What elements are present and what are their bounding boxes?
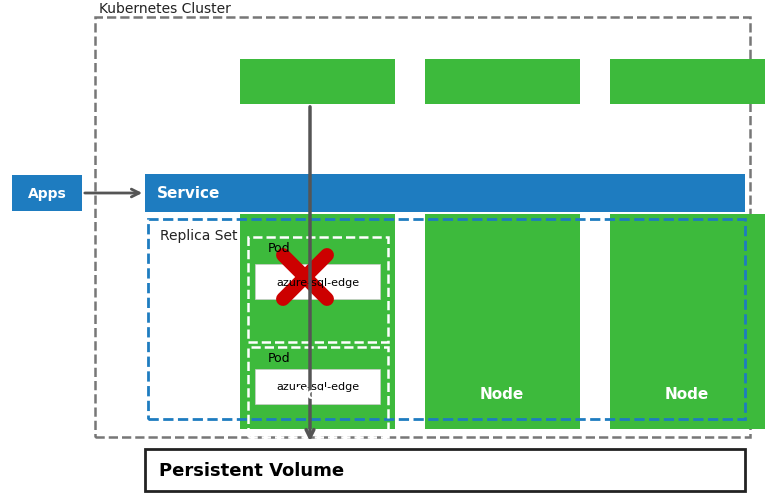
Bar bbox=[148, 219, 745, 419]
Bar bbox=[425, 60, 580, 105]
Bar bbox=[240, 60, 395, 105]
Text: Pod: Pod bbox=[268, 241, 291, 255]
Text: Replica Set: Replica Set bbox=[160, 228, 237, 242]
Text: Apps: Apps bbox=[28, 187, 67, 200]
Bar bbox=[610, 214, 765, 429]
Bar bbox=[248, 237, 388, 342]
Text: azure-sql-edge: azure-sql-edge bbox=[276, 382, 359, 392]
Text: Service: Service bbox=[157, 186, 220, 201]
Text: Kubernetes Cluster: Kubernetes Cluster bbox=[99, 2, 231, 16]
Text: azure-sql-edge: azure-sql-edge bbox=[276, 277, 359, 287]
Bar bbox=[255, 369, 380, 404]
Bar bbox=[12, 176, 82, 211]
Bar bbox=[425, 214, 580, 429]
Bar bbox=[248, 347, 388, 437]
Bar bbox=[610, 60, 765, 105]
Text: Persistent Volume: Persistent Volume bbox=[159, 461, 344, 479]
Text: Node: Node bbox=[665, 387, 709, 402]
Text: Node: Node bbox=[480, 387, 524, 402]
Bar bbox=[145, 175, 745, 212]
Text: Pod: Pod bbox=[268, 351, 291, 364]
Bar bbox=[95, 18, 750, 437]
Bar bbox=[145, 449, 745, 491]
Bar bbox=[240, 214, 395, 429]
Bar bbox=[255, 265, 380, 300]
Text: Node: Node bbox=[295, 387, 339, 402]
